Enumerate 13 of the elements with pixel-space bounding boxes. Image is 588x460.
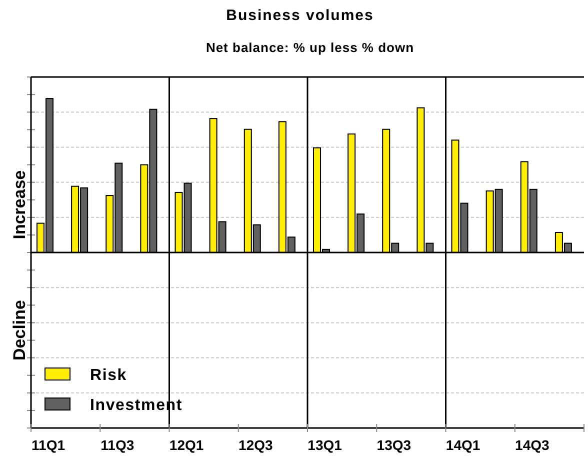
legend-label: Risk <box>90 367 127 384</box>
x-tick-label: 13Q1 <box>308 437 342 453</box>
chart-subtitle: Net balance: % up less % down <box>206 40 414 55</box>
x-tick-label: 14Q3 <box>515 437 550 453</box>
x-tick-label: 11Q1 <box>32 437 66 453</box>
x-tick-label: 13Q3 <box>376 437 412 453</box>
chart-title: Business volumes <box>226 7 374 24</box>
x-tick-label: 11Q3 <box>100 437 134 453</box>
x-tick-label: 14Q1 <box>446 437 480 453</box>
x-tick-label: 12Q1 <box>169 437 204 453</box>
x-tick-label: 12Q3 <box>238 437 273 453</box>
text: Increase <box>10 170 29 240</box>
text: Decline <box>10 300 29 360</box>
